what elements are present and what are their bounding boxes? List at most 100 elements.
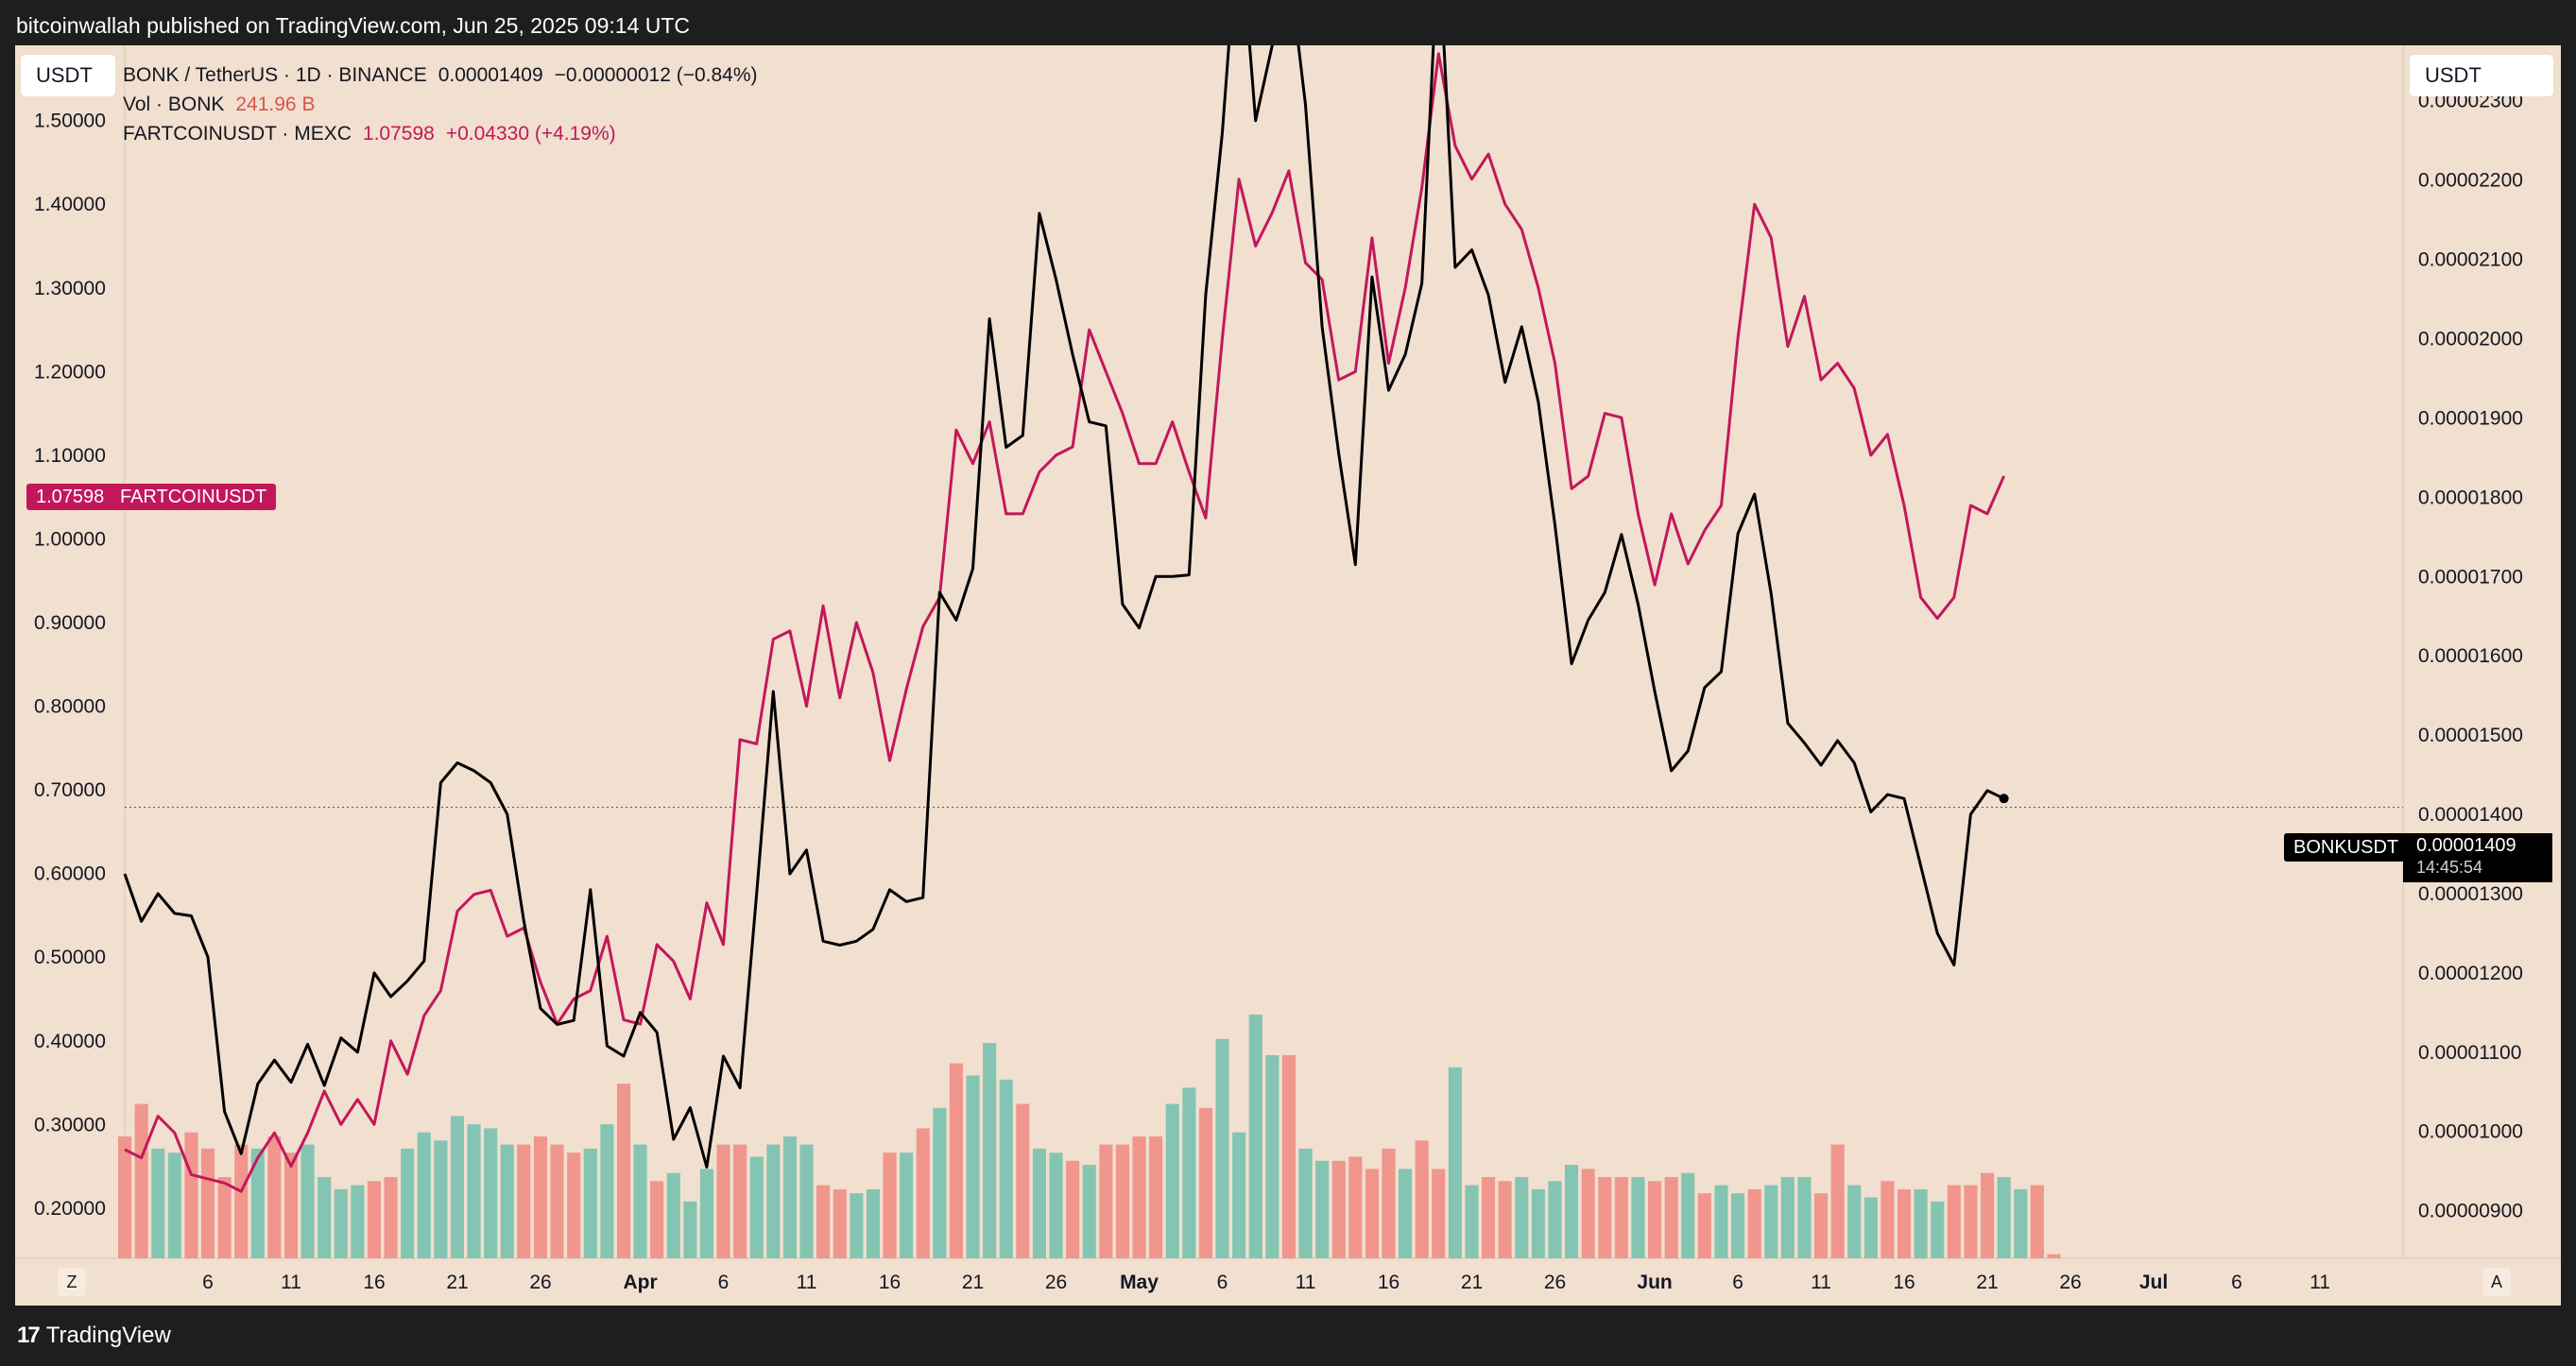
time-axis-tick: 6 xyxy=(2231,1272,2242,1293)
volume-bar xyxy=(1415,1140,1429,1258)
time-axis-tick: 6 xyxy=(202,1272,214,1293)
legend-main-symbol: BONK / TetherUS · 1D · BINANCE xyxy=(123,64,427,86)
volume-bar xyxy=(201,1148,215,1258)
left-scale-currency-button[interactable]: USDT xyxy=(21,55,115,96)
volume-bar xyxy=(1465,1185,1479,1258)
volume-bar xyxy=(151,1148,165,1258)
volume-bar xyxy=(1049,1153,1063,1258)
volume-bar xyxy=(600,1124,614,1258)
time-axis-tick: 21 xyxy=(1976,1272,1998,1293)
right-axis-tick: 0.00000900 xyxy=(2418,1201,2523,1222)
time-axis-tick: 21 xyxy=(962,1272,984,1293)
volume-bar xyxy=(1265,1055,1279,1258)
legend-volume-row[interactable]: Vol · BONK 241.96 B xyxy=(123,90,758,119)
volume-bar xyxy=(1482,1177,1496,1258)
volume-bar xyxy=(1780,1177,1795,1258)
volume-bar xyxy=(401,1148,415,1258)
time-axis-tick: 16 xyxy=(879,1272,901,1293)
bonk-tag-symbol: BONKUSDT xyxy=(2293,837,2399,858)
legend-compare-change: +0.04330 (+4.19%) xyxy=(445,123,616,145)
volume-bar xyxy=(733,1144,747,1258)
volume-bar xyxy=(1331,1160,1346,1258)
auto-scale-button[interactable]: A xyxy=(2482,1268,2511,1296)
right-axis-tick: 0.00001200 xyxy=(2418,963,2523,984)
volume-bar xyxy=(500,1144,514,1258)
volume-bar xyxy=(467,1124,481,1258)
volume-bar xyxy=(1066,1160,1080,1258)
volume-bar xyxy=(267,1136,282,1258)
time-axis-tick: Apr xyxy=(624,1272,658,1293)
legend-main-price: 0.00001409 xyxy=(438,64,543,86)
left-axis-tick: 1.50000 xyxy=(34,111,106,132)
volume-bar xyxy=(567,1153,581,1258)
volume-bar xyxy=(1099,1144,1113,1258)
volume-bar xyxy=(666,1172,680,1258)
volume-bar xyxy=(2047,1254,2061,1258)
chart-legend: BONK / TetherUS · 1D · BINANCE 0.00001409… xyxy=(123,60,758,148)
volume-bar xyxy=(799,1144,814,1258)
volume-bar xyxy=(1797,1177,1812,1258)
left-axis-tick: 1.00000 xyxy=(34,529,106,551)
volume-bar xyxy=(1648,1181,1662,1258)
volume-bar xyxy=(683,1201,697,1258)
volume-bar xyxy=(1548,1181,1562,1258)
volume-bar xyxy=(134,1103,148,1258)
tradingview-brand: TradingView xyxy=(45,1323,171,1348)
volume-bar xyxy=(1947,1185,1961,1258)
chart-frame[interactable]: 0.20000 0.30000 0.40000 0.50000 0.60000 0.700… xyxy=(15,45,2561,1306)
volume-bar xyxy=(966,1075,980,1258)
volume-bar xyxy=(850,1193,864,1258)
legend-volume-value: 241.96 B xyxy=(235,94,316,115)
volume-bar xyxy=(1731,1193,1745,1258)
time-axis[interactable]: 6 11 16 21 26 Apr 6 11 16 21 26 May 6 11 16 21 26 Jun 6 11 1… xyxy=(202,1272,2330,1293)
left-price-axis[interactable]: 0.20000 0.30000 0.40000 0.50000 0.60000 0.700… xyxy=(34,111,106,1220)
left-axis-tick: 0.60000 xyxy=(34,863,106,885)
volume-bar xyxy=(999,1079,1013,1258)
time-axis-tick: 11 xyxy=(2310,1272,2330,1293)
volume-bar xyxy=(1764,1185,1778,1258)
volume-bar xyxy=(650,1181,664,1258)
left-axis-tick: 0.80000 xyxy=(34,696,106,718)
legend-main-change: −0.00000012 (−0.84%) xyxy=(554,64,758,86)
left-axis-tick: 0.90000 xyxy=(34,612,106,634)
time-axis-tick: 26 xyxy=(2059,1272,2081,1293)
volume-bar xyxy=(833,1188,847,1258)
time-axis-tick: 26 xyxy=(529,1272,551,1293)
volume-bar xyxy=(434,1140,448,1258)
right-axis-tick: 0.00001800 xyxy=(2418,487,2523,508)
time-axis-tick: 21 xyxy=(1461,1272,1483,1293)
legend-main-row[interactable]: BONK / TetherUS · 1D · BINANCE 0.00001409… xyxy=(123,60,758,90)
time-axis-tick: 26 xyxy=(1045,1272,1067,1293)
chart-canvas[interactable]: 0.20000 0.30000 0.40000 0.50000 0.60000 0.700… xyxy=(15,45,2561,1306)
bonk-symbol-tag: BONKUSDT xyxy=(2284,833,2409,862)
tradingview-logo[interactable]: 17 TradingView xyxy=(17,1323,171,1349)
right-price-axis[interactable]: 0.00000900 0.00001000 0.00001100 0.00001200… xyxy=(2418,91,2523,1222)
right-axis-tick: 0.00001300 xyxy=(2418,883,2523,905)
bonk-last-point xyxy=(1999,794,2009,804)
volume-bar xyxy=(1997,1177,2011,1258)
bonk-tag-value: 0.00001409 xyxy=(2416,835,2516,856)
volume-bar xyxy=(633,1144,647,1258)
volume-bar xyxy=(550,1144,564,1258)
volume-bar xyxy=(816,1185,831,1258)
right-scale-currency-button[interactable]: USDT xyxy=(2410,55,2553,96)
left-axis-tick: 0.30000 xyxy=(34,1114,106,1135)
right-axis-tick: 0.00001700 xyxy=(2418,566,2523,588)
volume-bar xyxy=(167,1153,181,1258)
time-axis-tick: 6 xyxy=(718,1272,730,1293)
volume-bar xyxy=(716,1144,730,1258)
volume-bar xyxy=(616,1084,630,1258)
volume-bar xyxy=(1614,1177,1628,1258)
left-axis-button[interactable]: Z xyxy=(58,1268,86,1296)
volume-bar xyxy=(1914,1188,1928,1258)
series-layer xyxy=(123,45,2009,1193)
time-axis-tick: 21 xyxy=(446,1272,468,1293)
volume-bar xyxy=(983,1043,997,1258)
left-axis-tick: 0.70000 xyxy=(34,779,106,801)
legend-compare-row[interactable]: FARTCOINUSDT · MEXC 1.07598 +0.04330 (+4.1… xyxy=(123,119,758,148)
volume-bar xyxy=(250,1148,265,1258)
volume-bar xyxy=(1498,1181,1512,1258)
volume-bar xyxy=(417,1132,431,1258)
volume-bar xyxy=(118,1136,132,1258)
volume-bar xyxy=(1165,1103,1179,1258)
